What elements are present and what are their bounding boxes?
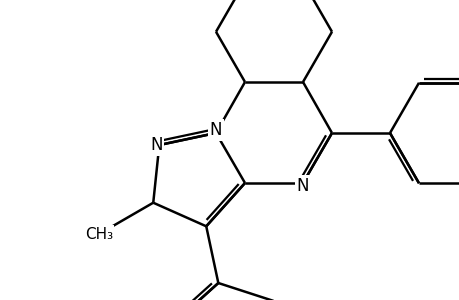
Text: N: N xyxy=(209,121,222,139)
Text: N: N xyxy=(150,136,162,154)
Text: N: N xyxy=(296,177,308,195)
Text: CH₃: CH₃ xyxy=(84,227,112,242)
